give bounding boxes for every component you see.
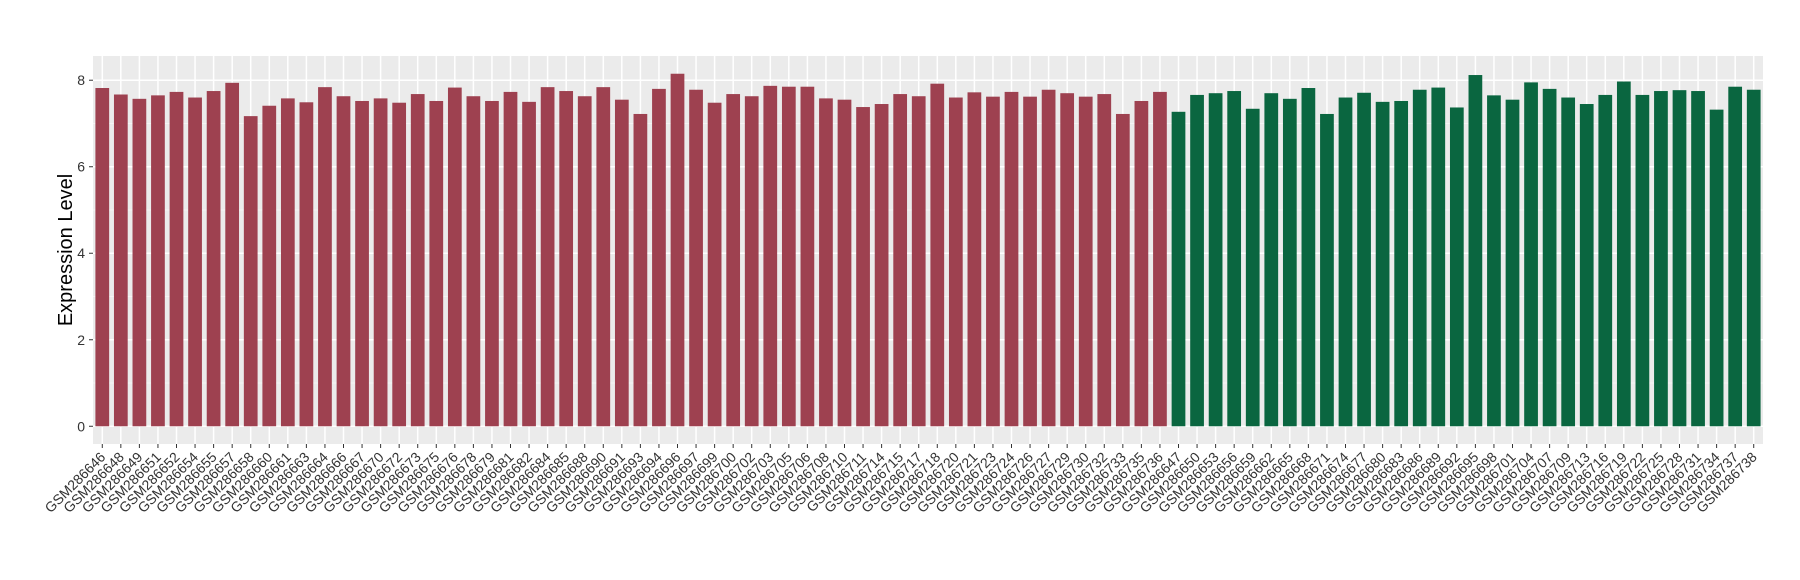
y-axis-title: Expression Level [55,174,77,326]
bar [1115,113,1130,427]
bar [1431,87,1446,427]
bar [837,99,852,427]
bar [299,102,314,427]
bar [1264,93,1279,427]
bar [429,100,444,427]
bar [1320,113,1334,427]
bar [911,96,926,427]
bar [522,101,536,427]
bar [596,87,611,427]
bar [243,116,258,427]
bar [1357,92,1371,427]
bar [1245,108,1260,427]
bar [1746,89,1761,427]
bar [670,73,685,427]
bar [1412,89,1427,427]
bar [280,98,295,427]
bar [689,89,703,427]
bar [1505,99,1520,427]
bar [614,99,629,427]
bar [1041,89,1056,427]
bar [1449,107,1464,427]
bar [948,97,963,427]
plot-panel [93,56,1763,444]
bar [856,107,870,427]
bar [503,91,518,427]
y-tick-label: 4 [77,245,85,261]
bar [1078,96,1093,427]
bar [1134,100,1149,427]
bar [1468,75,1483,427]
bar [206,91,221,427]
bar [1060,93,1075,427]
y-tick-label: 6 [77,159,85,175]
bar [336,96,351,427]
bar [1301,88,1316,427]
bar [633,113,648,427]
bar [1023,96,1037,427]
bar [169,91,184,427]
bar [800,86,815,427]
bar [485,100,499,427]
bar [188,97,202,427]
bar [1598,94,1613,427]
bar [1654,91,1668,427]
bar [744,96,759,427]
bar [726,94,741,427]
bar [373,98,388,427]
bar [540,87,555,427]
bar [986,96,1000,427]
bar [1616,81,1631,427]
bar [466,96,481,427]
bar [1004,91,1019,427]
bar [707,102,722,427]
bar [1394,100,1409,427]
bar [1208,93,1223,427]
bar [874,104,889,427]
bar [1561,97,1576,427]
bar [1635,94,1650,427]
bar [893,94,908,427]
bar [1282,98,1297,427]
bar [410,94,425,427]
bar [1728,86,1743,427]
bar [225,82,240,427]
bar [930,83,945,427]
y-tick-label: 8 [77,72,85,88]
bar [1227,91,1242,427]
bar [1524,82,1538,427]
bar [1579,104,1594,427]
bar [577,96,592,427]
bar [967,92,982,427]
bar [819,98,833,427]
bar [262,105,277,427]
bar [1375,101,1390,427]
y-tick-label: 0 [77,418,85,434]
bar [95,88,110,427]
bar [151,95,165,427]
bar [447,87,462,427]
bar [1691,91,1705,427]
bar [392,102,407,427]
bar [355,100,369,427]
bar [652,88,666,427]
bar [318,87,332,427]
bar [1709,109,1724,427]
bar [1153,91,1167,427]
bar [1097,94,1112,427]
bar [1487,95,1501,427]
bar [1190,94,1204,427]
bar [1338,97,1353,427]
bar [763,85,778,427]
bar [1171,111,1186,427]
bar [781,86,796,427]
bar [113,94,128,427]
bar [132,98,147,427]
bar [559,91,574,427]
bar [1542,88,1557,427]
bar [1672,90,1687,427]
y-tick-label: 2 [77,332,85,348]
